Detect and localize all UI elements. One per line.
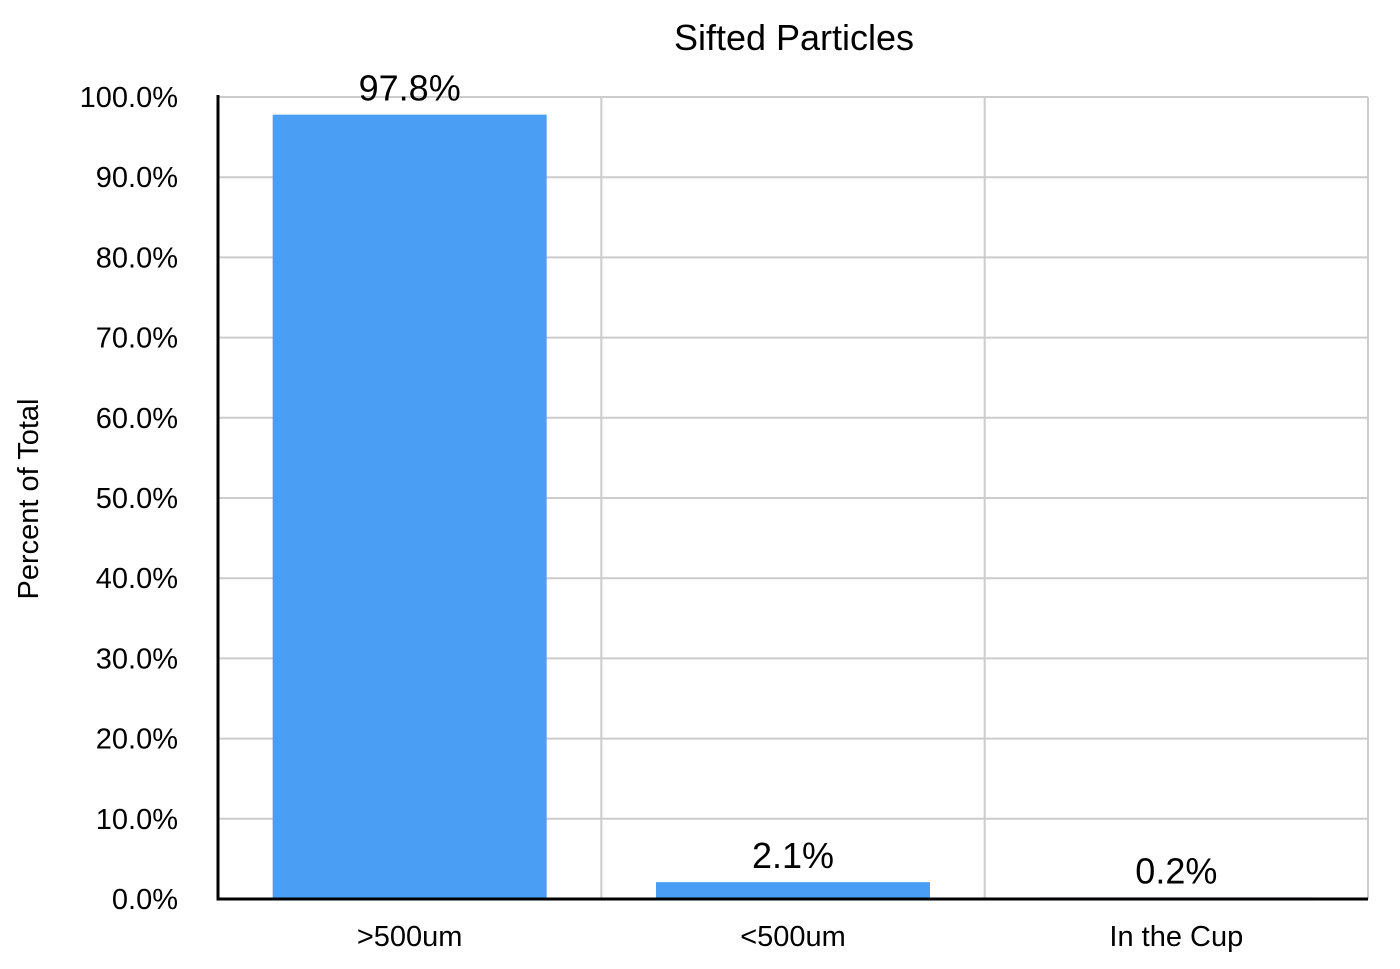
bars (272, 114, 1314, 900)
axes (216, 95, 1368, 901)
data-label: 0.2% (1135, 850, 1217, 891)
data-label: 2.1% (752, 835, 834, 876)
labels: Sifted Particles Percent of Total 0.0% 10… (13, 17, 1243, 953)
data-label: 97.8% (359, 68, 461, 109)
y-tick-label: 60.0% (96, 403, 178, 435)
y-tick-label: 40.0% (96, 563, 178, 595)
y-tick-label: 50.0% (96, 483, 178, 515)
chart-title: Sifted Particles (674, 17, 914, 58)
bar (272, 114, 547, 900)
y-tick-label: 0.0% (112, 884, 178, 916)
y-tick-label: 100.0% (80, 82, 178, 114)
x-tick-label: In the Cup (1109, 921, 1243, 953)
y-tick-label: 80.0% (96, 242, 178, 274)
y-axis-label: Percent of Total (13, 399, 45, 600)
bar (656, 882, 930, 899)
y-tick-label: 30.0% (96, 643, 178, 675)
y-tick-label: 20.0% (96, 724, 178, 756)
y-tick-label: 10.0% (96, 804, 178, 836)
y-tick-label: 90.0% (96, 162, 178, 194)
x-tick-label: <500um (740, 921, 846, 953)
y-tick-label: 70.0% (96, 323, 178, 355)
x-tick-label: >500um (357, 921, 463, 953)
